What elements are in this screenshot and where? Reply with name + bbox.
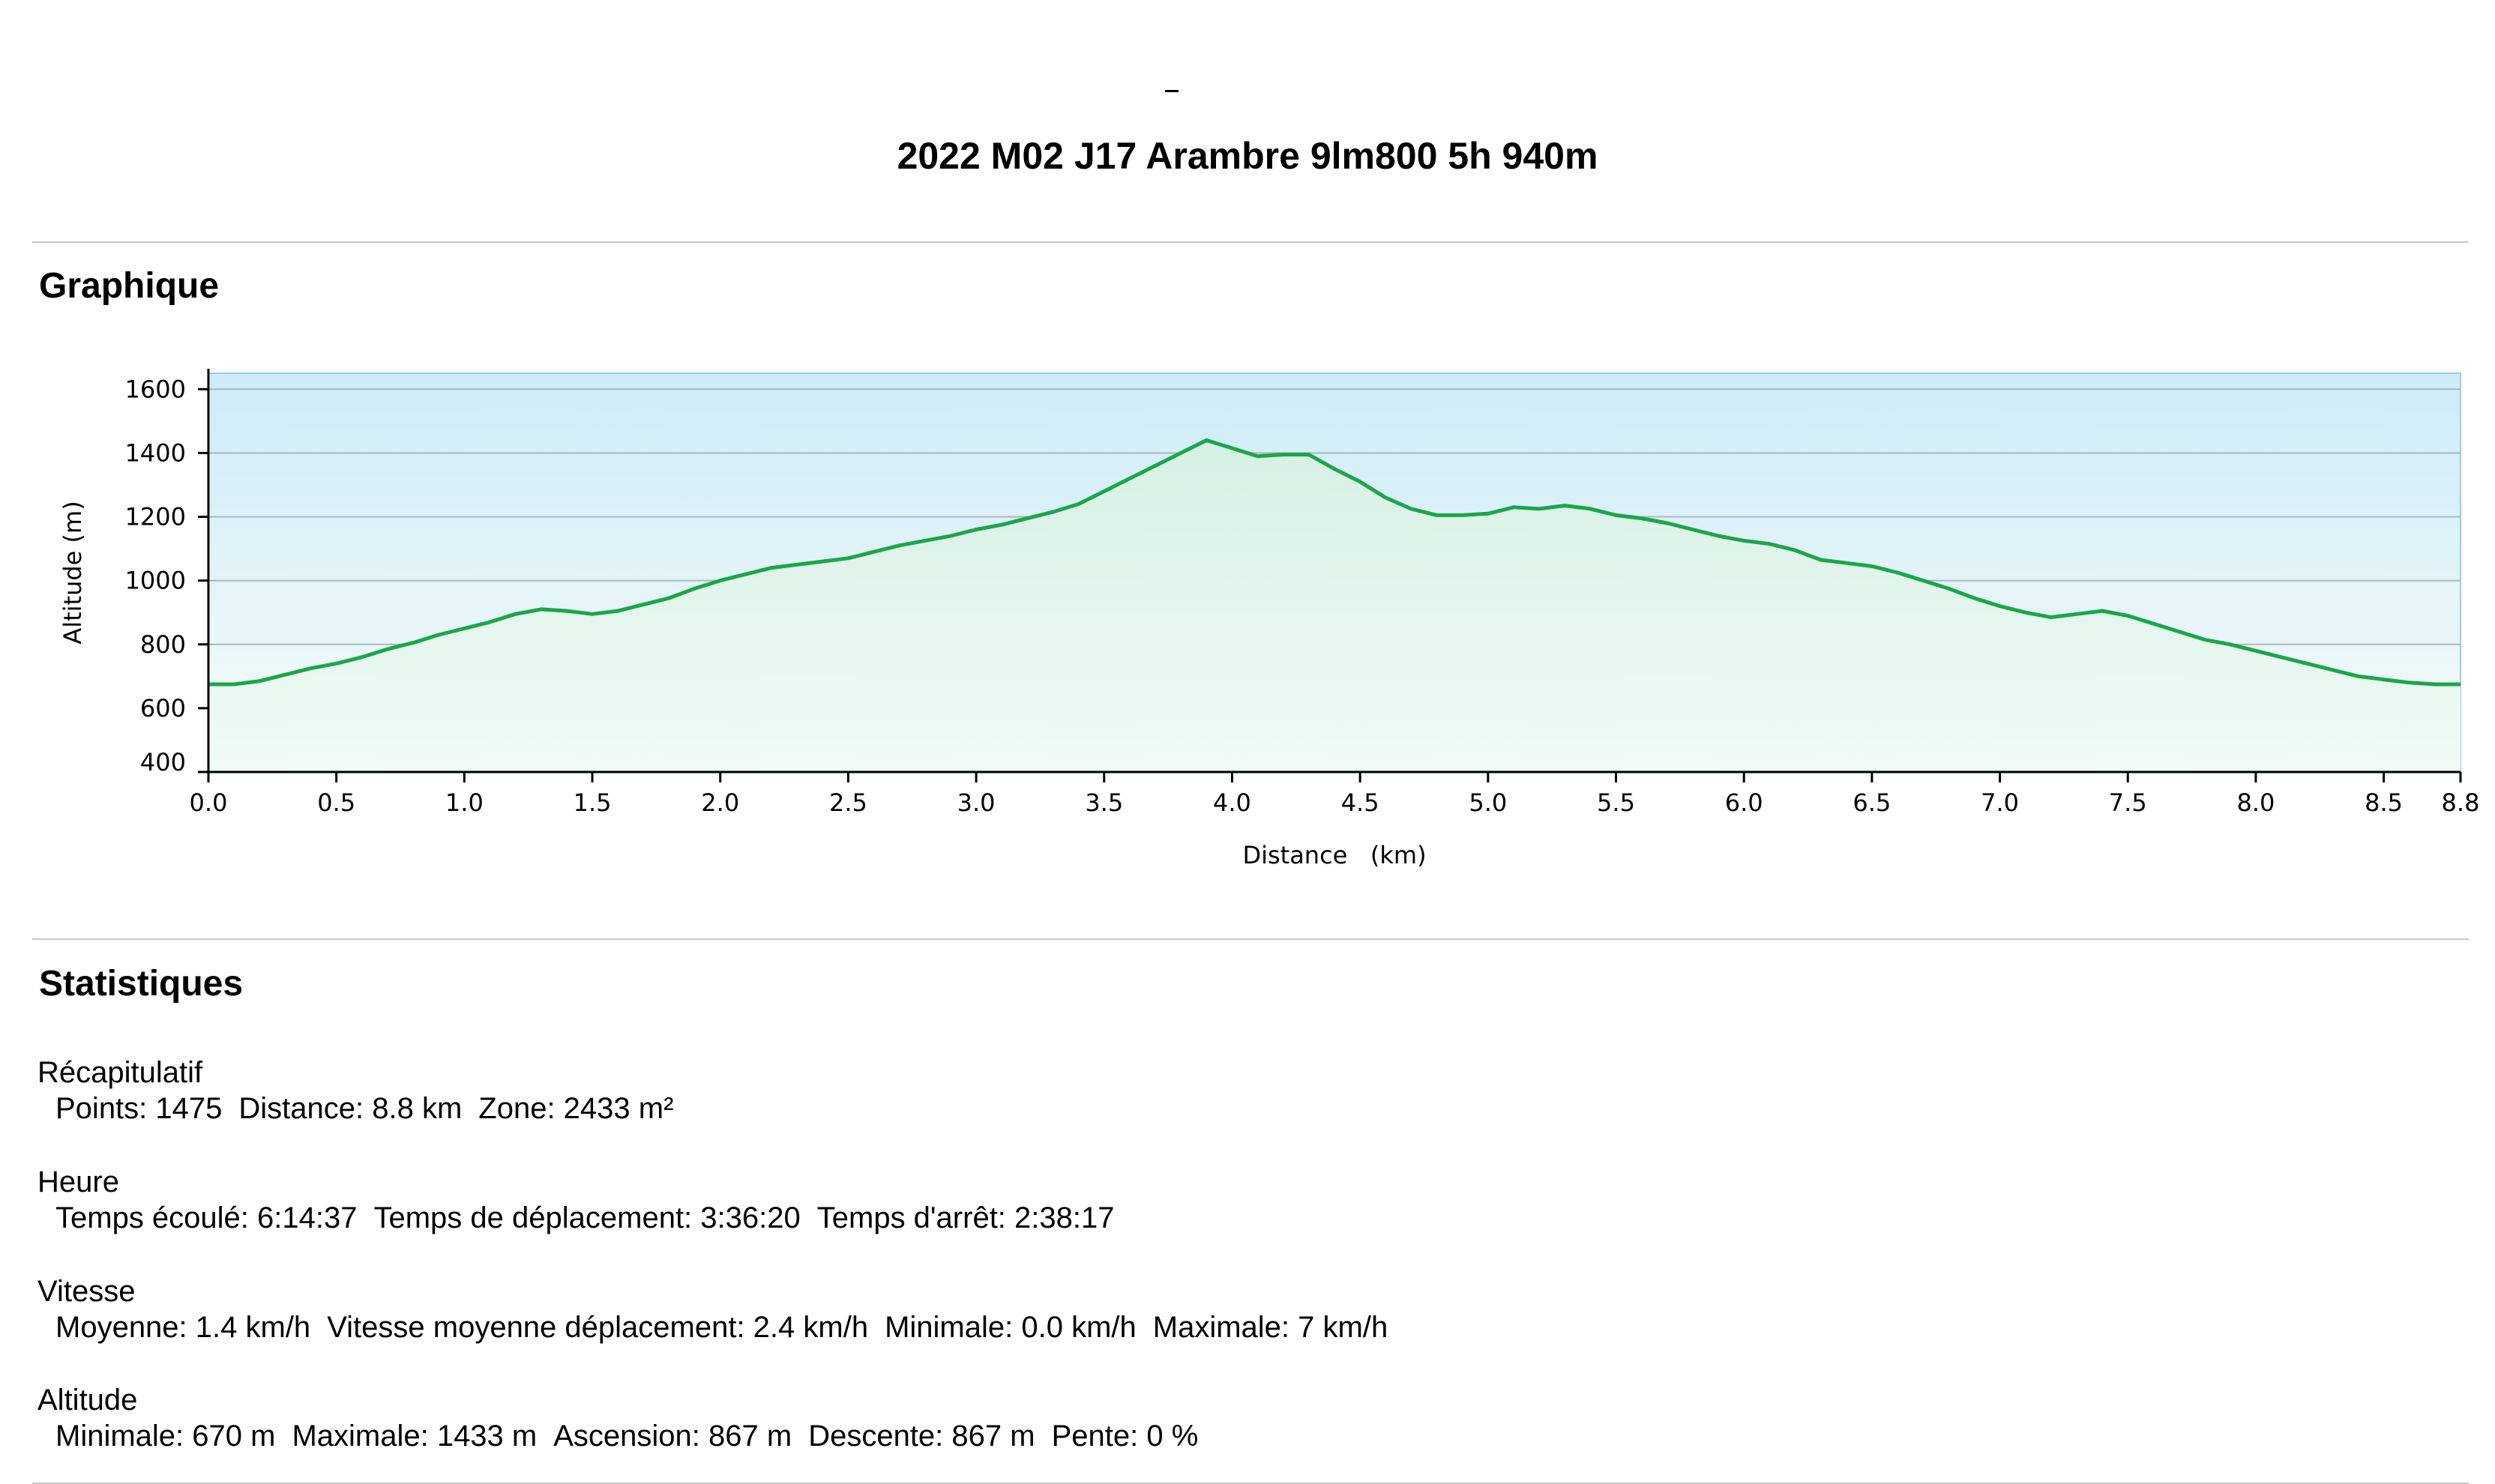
x-tick-label-2.0: 2.0 xyxy=(701,788,739,817)
section-heading-stats: Statistiques xyxy=(39,964,244,1004)
stat-moving-time: Temps de déplacement: 3:36:20 xyxy=(373,1201,801,1234)
x-tick-label-5.5: 5.5 xyxy=(1597,788,1635,817)
divider-top xyxy=(32,241,2469,243)
x-tick-label-0.5: 0.5 xyxy=(317,788,355,817)
axes xyxy=(207,369,2461,773)
x-tick-label-5.0: 5.0 xyxy=(1469,788,1507,817)
stats-speed-label: Vitesse xyxy=(37,1275,136,1308)
x-tick-label-3.0: 3.0 xyxy=(957,788,996,817)
x-tick-label-7.0: 7.0 xyxy=(1981,788,2019,817)
stat-average-speed: Moyenne: 1.4 km/h xyxy=(55,1311,311,1344)
x-tick-label-7.5: 7.5 xyxy=(2109,788,2147,817)
stat-max-speed: Maximale: 7 km/h xyxy=(1152,1311,1388,1344)
stat-min-speed: Minimale: 0.0 km/h xyxy=(885,1311,1137,1344)
title-dash xyxy=(1165,90,1179,92)
stat-ascent: Ascension: 867 m xyxy=(553,1420,792,1453)
divider-middle xyxy=(32,938,2469,940)
stats-altitude-label: Altitude xyxy=(37,1384,138,1417)
y-axis-ticks: 400 600 800 1000 1200 1400 1600 xyxy=(125,375,208,776)
x-axis-ticks: 0.0 0.5 1.0 1.5 2.0 2.5 3.0 3.5 4.0 4.5 5.0 5.5 6.0 6… xyxy=(190,772,2480,817)
stat-descent: Descente: 867 m xyxy=(808,1420,1035,1453)
stat-slope: Pente: 0 % xyxy=(1051,1420,1199,1453)
x-tick-label-8.0: 8.0 xyxy=(2236,788,2275,817)
stats-time-values: Temps écoulé: 6:14:37 Temps de déplacemen… xyxy=(37,1200,1131,1236)
stats-summary-label: Récapitulatif xyxy=(37,1056,203,1089)
x-tick-label-4.0: 4.0 xyxy=(1213,788,1251,817)
y-tick-label-1200: 1200 xyxy=(125,503,186,531)
stats-summary: Récapitulatif Points: 1475 Distance: 8.8 … xyxy=(37,1055,690,1126)
stat-min-altitude: Minimale: 670 m xyxy=(55,1420,276,1453)
x-tick-label-4.5: 4.5 xyxy=(1341,788,1379,817)
page-title: 2022 M02 J17 Arambre 9lm800 5h 940m xyxy=(897,135,1598,177)
x-tick-label-0.0: 0.0 xyxy=(190,788,228,817)
x-axis-label: Distance (km) xyxy=(1242,841,1426,869)
stats-time: Heure Temps écoulé: 6:14:37 Temps de dépl… xyxy=(37,1164,1131,1236)
stats-speed: Vitesse Moyenne: 1.4 km/h Vitesse moyenne… xyxy=(37,1273,1404,1345)
stats-altitude: Altitude Minimale: 670 m Maximale: 1433 m… xyxy=(37,1382,1215,1454)
stat-stopped-time: Temps d'arrêt: 2:38:17 xyxy=(816,1201,1115,1234)
y-axis-label: Altitude (m) xyxy=(58,501,87,644)
x-tick-label-8.8: 8.8 xyxy=(2442,788,2480,817)
y-tick-label-400: 400 xyxy=(140,748,186,776)
y-tick-label-800: 800 xyxy=(140,630,186,659)
section-heading-chart: Graphique xyxy=(39,266,220,306)
x-tick-label-1.5: 1.5 xyxy=(574,788,612,817)
y-tick-label-600: 600 xyxy=(140,694,186,723)
x-tick-label-3.5: 3.5 xyxy=(1085,788,1123,817)
x-tick-label-8.5: 8.5 xyxy=(2365,788,2403,817)
x-tick-label-6.5: 6.5 xyxy=(1853,788,1891,817)
stats-time-label: Heure xyxy=(37,1165,119,1198)
y-tick-label-1000: 1000 xyxy=(125,567,186,595)
x-tick-label-2.5: 2.5 xyxy=(829,788,867,817)
y-tick-label-1400: 1400 xyxy=(125,438,186,467)
x-tick-label-6.0: 6.0 xyxy=(1725,788,1763,817)
stat-elapsed-time: Temps écoulé: 6:14:37 xyxy=(55,1201,358,1234)
elevation-line xyxy=(208,438,2461,687)
elevation-area xyxy=(208,440,2461,772)
stats-summary-values: Points: 1475 Distance: 8.8 km Zone: 2433 m… xyxy=(37,1091,690,1126)
stat-points: Points: 1475 xyxy=(55,1092,223,1125)
stat-max-altitude: Maximale: 1433 m xyxy=(292,1420,538,1453)
elevation-chart: 400 600 800 1000 1200 1400 1600 0.0 0.5 1.0 1.5 2.… xyxy=(0,345,2495,869)
stat-distance: Distance: 8.8 km xyxy=(238,1092,463,1125)
stats-altitude-values: Minimale: 670 m Maximale: 1433 m Ascension… xyxy=(37,1418,1215,1454)
elevation-chart-svg: 400 600 800 1000 1200 1400 1600 0.0 0.5 1.0 1.5 2.… xyxy=(58,369,2480,869)
y-tick-label-1600: 1600 xyxy=(125,375,186,403)
stats-speed-values: Moyenne: 1.4 km/h Vitesse moyenne déplace… xyxy=(37,1309,1404,1345)
x-tick-label-1.0: 1.0 xyxy=(445,788,484,817)
stat-zone: Zone: 2433 m² xyxy=(478,1092,674,1125)
stat-moving-average-speed: Vitesse moyenne déplacement: 2.4 km/h xyxy=(327,1311,869,1344)
